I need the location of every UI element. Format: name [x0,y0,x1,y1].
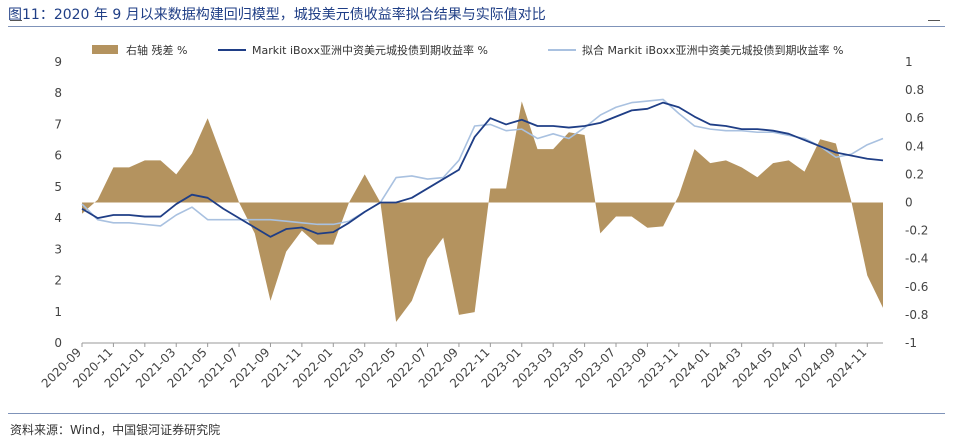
figure-title: 图11：2020 年 9 月以来数据构建回归模型，城投美元债收益率拟合结果与实际… [8,7,546,23]
right-axis-tick-label: -0.4 [905,252,928,266]
left-axis-tick-label: 7 [54,117,62,131]
left-axis-tick-label: 8 [54,86,62,100]
actual-yield-line [81,101,884,238]
fitted-yield-line [81,98,884,227]
residual-area [82,101,883,322]
left-axis-tick-label: 5 [54,180,62,194]
source-note: 资料来源：Wind，中国银河证券研究院 [10,423,221,437]
left-axis-tick-label: 3 [54,242,62,256]
legend-label: 右轴 残差 % [126,43,187,57]
left-axis-tick-label: 9 [54,55,62,69]
left-axis-tick-label: 0 [54,336,62,350]
right-axis-tick-label: -0.8 [905,308,928,322]
title-marker-right [928,20,940,21]
source-rule [8,413,945,414]
right-axis-tick-label: 0.6 [905,111,924,125]
left-axis-tick-label: 2 [54,274,62,288]
left-axis-tick-label: 6 [54,149,62,163]
right-axis-tick-label: 0.4 [905,139,924,153]
right-axis-tick-label: 1 [905,55,913,69]
right-axis-tick-label: -1 [905,336,917,350]
right-axis-tick-label: -0.2 [905,224,928,238]
left-axis-tick-label: 4 [54,211,62,225]
title-rule [8,26,945,27]
legend-label: 拟合 Markit iBoxx亚洲中资美元城投债到期收益率 % [582,43,843,57]
title-marker-left [10,20,22,21]
right-axis-tick-label: 0.8 [905,83,924,97]
legend-swatch-residual [92,45,118,54]
left-axis-tick-label: 1 [54,305,62,319]
legend-label: Markit iBoxx亚洲中资美元城投债到期收益率 % [252,43,488,57]
right-axis-tick-label: -0.6 [905,280,928,294]
right-axis-tick-label: 0.2 [905,167,924,181]
right-axis-tick-label: 0 [905,196,913,210]
